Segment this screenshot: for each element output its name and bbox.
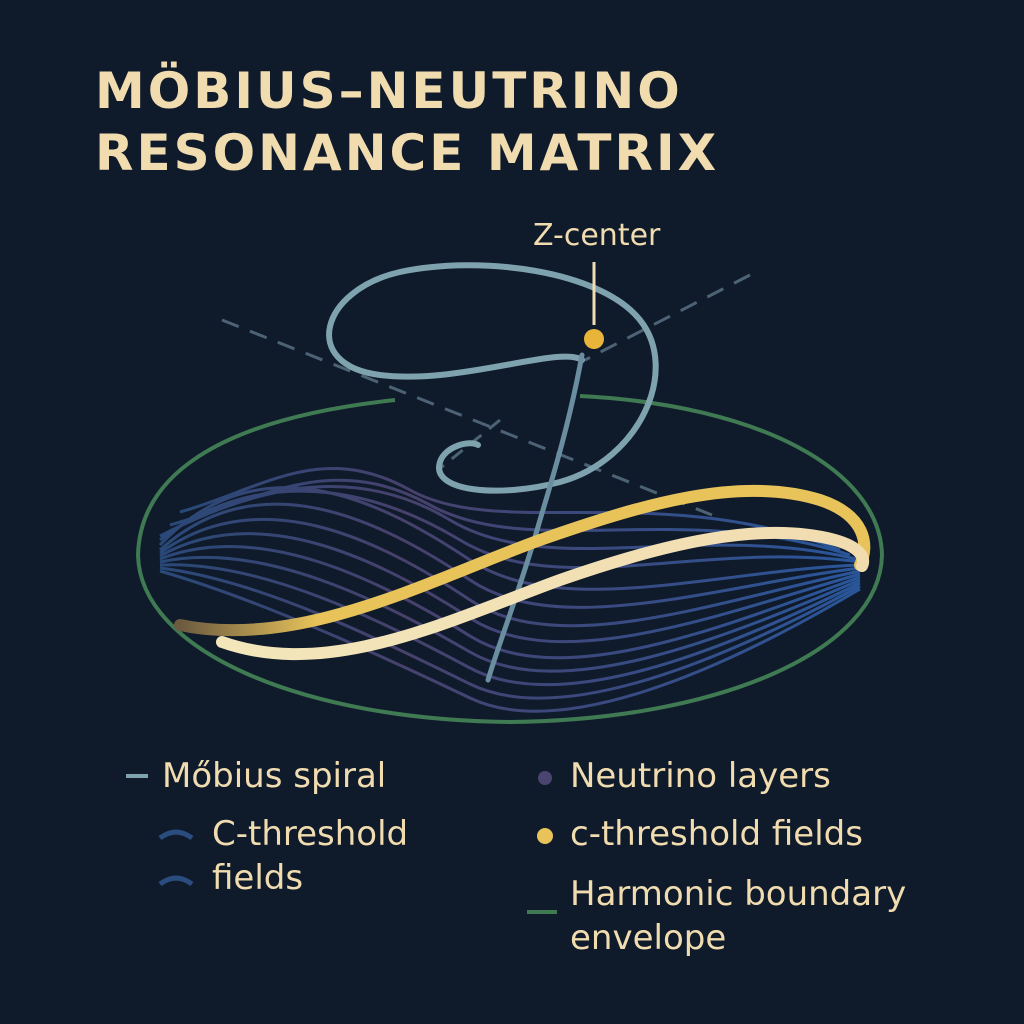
legend-label-line-2: fields	[212, 858, 304, 898]
dashed-axis-right	[584, 273, 751, 362]
field-line	[159, 566, 861, 700]
legend-item-neutrino-layers: Neutrino layers	[570, 754, 831, 798]
field-line	[159, 569, 861, 713]
legend-swatch-c-threshold-arc-1	[158, 829, 194, 841]
diagram-title: MÖBIUS–NEUTRINO RESONANCE MATRIX	[95, 60, 719, 184]
legend-label-line-2: envelope	[570, 918, 727, 958]
spiral-stem	[485, 352, 585, 683]
legend-swatch-c-threshold-dot	[537, 828, 553, 844]
field-line	[159, 545, 861, 660]
z-center-dot	[584, 329, 604, 349]
legend-label: Neutrino layers	[570, 756, 831, 796]
legend-label-line-1: Harmonic boundary	[570, 874, 907, 914]
legend-item-c-threshold-upper: C-threshold fields	[212, 812, 408, 900]
legend-label: Mőbius spiral	[162, 756, 387, 796]
title-line-2: RESONANCE MATRIX	[95, 124, 720, 182]
field-line	[158, 502, 861, 609]
neutrino-ribbon-lower	[216, 526, 870, 660]
field-line	[159, 563, 861, 687]
z-center-label: Z-center	[533, 218, 661, 253]
field-line	[159, 518, 861, 628]
field-line	[158, 486, 861, 591]
field-line	[169, 478, 851, 557]
legend-item-mobius-spiral: Mőbius spiral	[162, 754, 386, 798]
dashed-axis-center	[437, 418, 501, 472]
c-threshold-field-lines	[158, 467, 861, 713]
legend-swatch-neutrino-dot	[538, 771, 552, 785]
legend-label: c-threshold fields	[570, 814, 863, 854]
legend-item-harmonic-boundary: Harmonic boundary envelope	[570, 872, 906, 960]
legend-label-line-1: C-threshold	[212, 814, 409, 854]
legend-item-c-threshold-lower: c-threshold fields	[570, 812, 863, 856]
legend-swatch-c-threshold-arc-2	[158, 875, 194, 887]
mobius-spiral	[326, 262, 659, 494]
title-line-1: MÖBIUS–NEUTRINO	[95, 62, 683, 120]
field-line	[159, 555, 861, 673]
field-line	[179, 467, 841, 552]
harmonic-boundary-envelope	[135, 394, 885, 725]
neutrino-ribbon-upper	[174, 484, 871, 637]
